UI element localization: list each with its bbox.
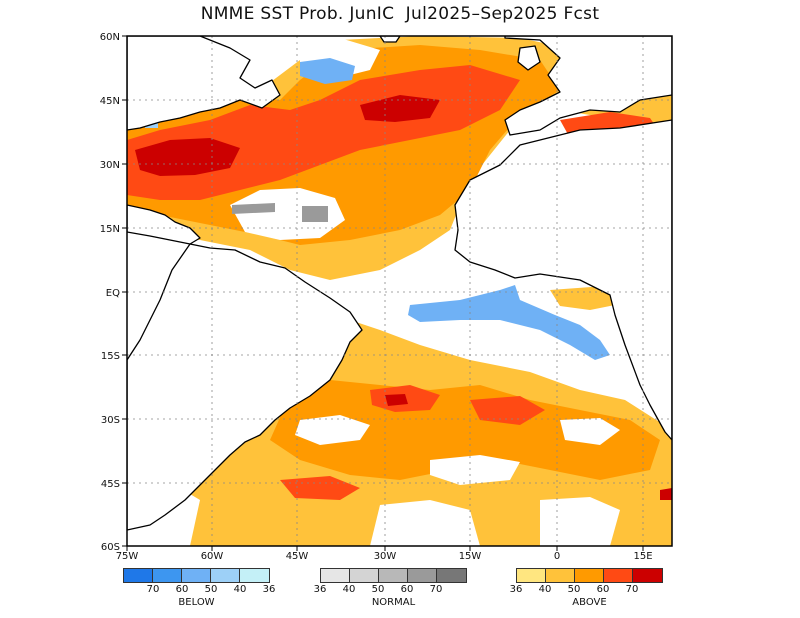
legend-tick: 70 <box>429 584 443 595</box>
legend-tick: 70 <box>146 584 160 595</box>
legend-tick: 36 <box>262 584 276 595</box>
legend-above-swatches <box>516 568 663 583</box>
legend-swatch <box>350 569 379 582</box>
legend-swatch <box>321 569 350 582</box>
legend-normal-caption: NORMAL <box>371 597 416 608</box>
legend-swatch <box>240 569 269 582</box>
legend-tick: 50 <box>204 584 218 595</box>
lon-label: 15W <box>459 551 482 562</box>
africa-coast <box>454 119 672 441</box>
below-40-region-north <box>300 58 355 84</box>
legend-tick: 36 <box>509 584 523 595</box>
above-70-region-mid-atlantic <box>360 95 440 122</box>
legend-swatch <box>153 569 182 582</box>
above-60-region-south-atlantic-2 <box>470 396 545 425</box>
legend-below-ticks: 70 60 50 40 36 <box>123 583 276 597</box>
map-frame <box>126 35 673 547</box>
lon-label: 0 <box>554 551 560 562</box>
legend-swatch <box>575 569 604 582</box>
legend-swatch <box>182 569 211 582</box>
north-america-coast <box>127 36 281 131</box>
no-signal-region-south-4 <box>370 500 480 546</box>
legend-above-caption: ABOVE <box>572 597 607 608</box>
lat-label: 15N <box>100 224 120 235</box>
lat-label: 45N <box>100 96 120 107</box>
no-signal-region-south-2 <box>430 455 520 485</box>
legend-swatch <box>517 569 546 582</box>
europe-coast <box>504 36 672 136</box>
lat-label: 60N <box>100 32 120 43</box>
uk-coast <box>517 45 541 71</box>
legend-swatch <box>604 569 633 582</box>
legend-swatch <box>124 569 153 582</box>
latitude-labels: 60N 45N 30N 15N EQ 15S 30S 45S 60S <box>100 32 120 553</box>
lon-label: 30W <box>374 551 397 562</box>
legend-tick: 60 <box>596 584 610 595</box>
no-signal-region-south-3 <box>560 418 620 445</box>
south-america-coast <box>127 243 363 531</box>
above-50-region-south-atlantic <box>270 380 660 480</box>
legend-below-swatches <box>123 568 270 583</box>
lat-label: 30N <box>100 160 120 171</box>
lon-label: 45W <box>286 551 309 562</box>
lat-label: 45S <box>101 479 120 490</box>
legend-swatch <box>379 569 408 582</box>
legend-tick: 50 <box>371 584 385 595</box>
legend-normal: 36 40 50 60 70 <box>314 568 467 597</box>
lat-label: 15S <box>101 351 120 362</box>
legend-above: 36 40 50 60 70 <box>510 568 663 597</box>
legend-below: 70 60 50 40 36 <box>123 568 276 597</box>
legend-below-caption: BELOW <box>178 597 215 608</box>
probability-field <box>127 36 672 546</box>
lat-label: 60S <box>101 542 120 553</box>
legend-tick: 60 <box>175 584 189 595</box>
legend-swatch <box>633 569 662 582</box>
legend-normal-ticks: 36 40 50 60 70 <box>314 583 467 597</box>
lat-label: 30S <box>101 415 120 426</box>
longitude-labels: 75W 60W 45W 30W 15W 0 15E <box>116 551 653 562</box>
no-signal-region-south-1 <box>295 415 370 445</box>
above-70-region-south-east <box>660 488 672 500</box>
lat-label: EQ <box>106 288 120 299</box>
legend-tick: 50 <box>567 584 581 595</box>
caribbean-coast <box>127 204 201 245</box>
legend-above-ticks: 36 40 50 60 70 <box>510 583 663 597</box>
lon-label: 60W <box>201 551 224 562</box>
legend-swatch <box>211 569 240 582</box>
above-70-region-south-atlantic <box>385 394 408 406</box>
legend-swatch <box>546 569 575 582</box>
normal-region-gray-1 <box>232 203 275 214</box>
normal-region-gray-2 <box>302 206 328 222</box>
legend-tick: 36 <box>313 584 327 595</box>
map-title: NMME SST Prob. JunIC Jul2025–Sep2025 Fcs… <box>200 4 600 24</box>
no-signal-region-central <box>230 188 345 240</box>
no-signal-region-south-5 <box>540 497 620 546</box>
legend-tick: 60 <box>400 584 414 595</box>
legend-tick: 40 <box>342 584 356 595</box>
tick-marks <box>122 35 644 551</box>
legend-swatch <box>437 569 466 582</box>
legend-tick: 40 <box>233 584 247 595</box>
grid <box>127 36 672 546</box>
lon-label: 75W <box>116 551 139 562</box>
legend-normal-swatches <box>320 568 467 583</box>
legend-tick: 70 <box>625 584 639 595</box>
iceland-coast <box>379 36 401 43</box>
land <box>127 36 672 531</box>
lon-label: 15E <box>633 551 652 562</box>
above-60-region-south-atlantic-3 <box>280 476 360 500</box>
below-40-region-equatorial <box>408 285 610 360</box>
above-70-region-gulf <box>135 138 240 176</box>
legend-swatch <box>408 569 437 582</box>
legend-tick: 40 <box>538 584 552 595</box>
